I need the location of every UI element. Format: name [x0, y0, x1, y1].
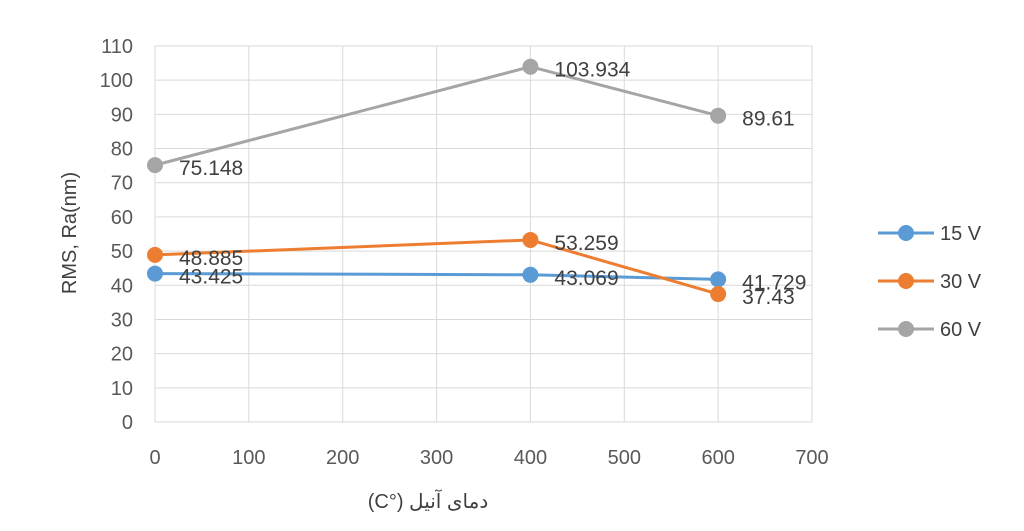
series-points	[147, 58, 727, 303]
data-point	[147, 265, 163, 282]
data-point	[710, 286, 727, 303]
y-tick-label: 10	[111, 378, 133, 400]
x-tick-label: 200	[326, 447, 359, 469]
x-tick-label: 700	[795, 447, 828, 469]
data-point	[710, 271, 727, 288]
legend-label: 30 V	[940, 271, 982, 293]
y-axis-title: RMS, Ra(nm)	[59, 172, 81, 294]
x-axis-title: دمای آنیل (°C)	[368, 488, 489, 513]
legend-item: 30 V	[878, 271, 982, 293]
data-label: 37.43	[742, 286, 795, 309]
data-label: 48.885	[179, 247, 243, 270]
x-tick-label: 100	[232, 447, 265, 469]
data-label: 43.069	[554, 267, 618, 290]
tick-labels: 0 10 20 30 40 50 60 70 80 90 100 110 0 100 200 300 400 50…	[100, 36, 829, 469]
y-tick-label: 90	[111, 104, 133, 126]
data-label: 53.259	[554, 232, 618, 255]
legend-swatch-marker	[898, 273, 914, 289]
legend-item: 15 V	[878, 223, 982, 245]
y-tick-label: 40	[111, 275, 133, 297]
x-tick-label: 0	[149, 447, 160, 469]
y-tick-label: 100	[100, 70, 133, 92]
legend: 15 V 30 V 60 V	[878, 223, 982, 341]
y-tick-label: 110	[101, 36, 133, 58]
legend-swatch-marker	[898, 225, 914, 241]
y-tick-label: 80	[111, 139, 133, 161]
x-tick-label: 500	[608, 447, 641, 469]
x-tick-label: 300	[420, 447, 453, 469]
legend-swatch-marker	[898, 321, 914, 337]
data-label: 41.729	[742, 271, 806, 294]
y-tick-label: 30	[111, 309, 133, 331]
data-label: 103.934	[554, 59, 630, 82]
data-point	[710, 107, 727, 124]
data-labels: 43.425 43.069 41.729 48.885 53.259 37.43 75.14…	[179, 59, 806, 309]
data-point	[522, 266, 539, 283]
data-point	[522, 231, 539, 248]
y-tick-label: 20	[111, 344, 133, 366]
data-point	[522, 58, 539, 75]
legend-label: 15 V	[940, 223, 982, 245]
legend-label: 60 V	[940, 319, 982, 341]
y-tick-label: 50	[111, 241, 133, 263]
x-tick-label: 400	[514, 447, 547, 469]
data-point	[147, 157, 163, 174]
legend-item: 60 V	[878, 319, 982, 341]
y-tick-label: 70	[111, 173, 133, 195]
data-label: 43.425	[179, 266, 243, 289]
data-label: 75.148	[179, 157, 243, 180]
y-tick-label: 60	[111, 207, 133, 229]
gridlines	[154, 45, 813, 423]
data-point	[147, 246, 163, 263]
data-label: 89.61	[742, 108, 795, 131]
y-tick-label: 0	[122, 412, 133, 434]
x-tick-label: 600	[701, 447, 734, 469]
